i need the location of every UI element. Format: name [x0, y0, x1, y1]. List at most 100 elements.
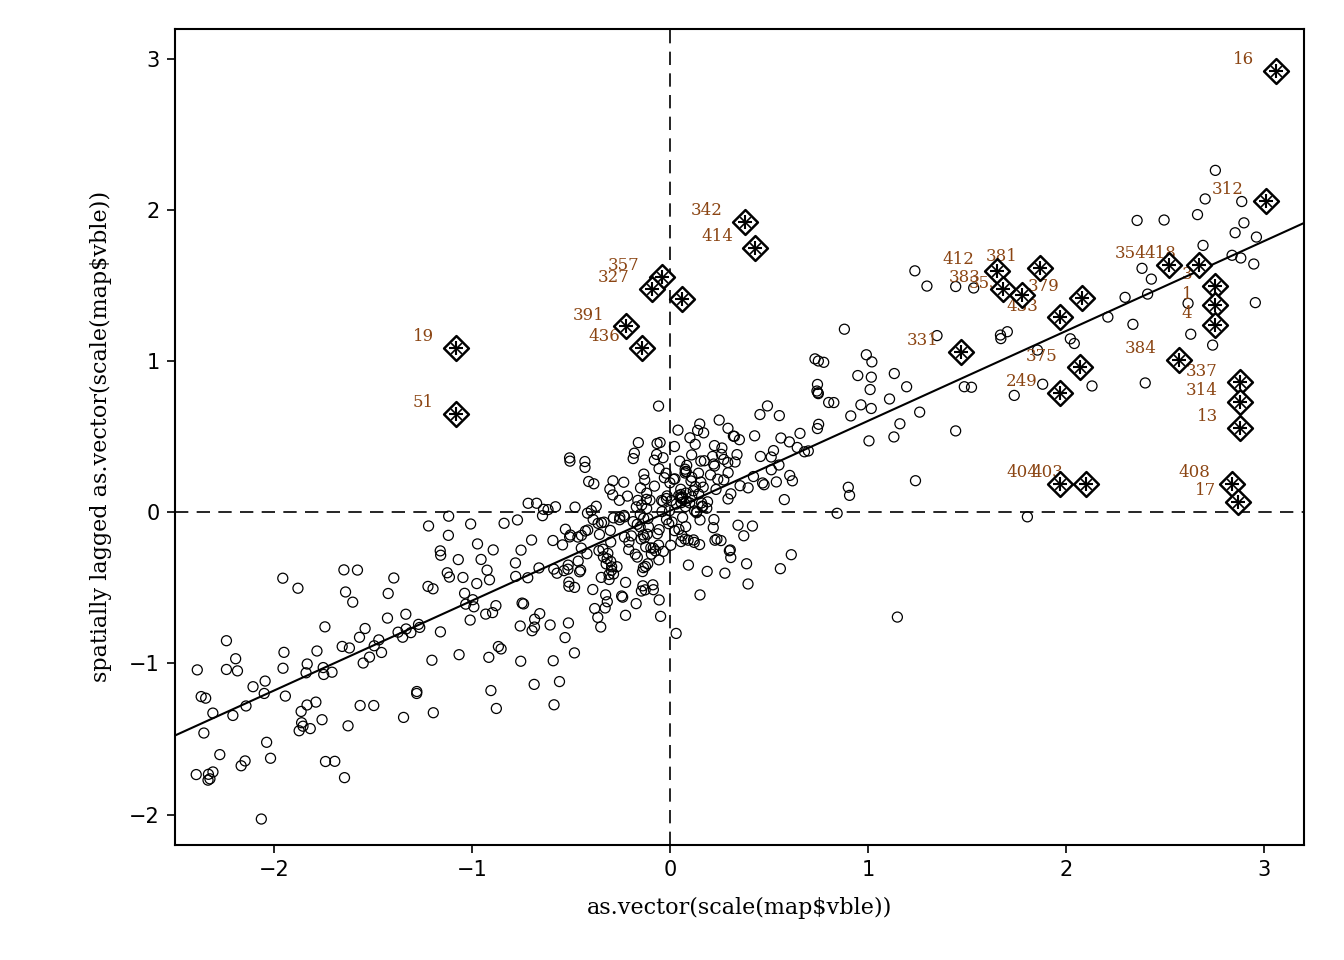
Point [199, 771, 220, 786]
Point [732, 528, 754, 543]
Point [591, 516, 613, 531]
Point [363, 638, 384, 654]
Point [564, 499, 586, 515]
Point [552, 538, 574, 553]
Point [528, 561, 550, 576]
Point [1255, 193, 1277, 208]
Point [616, 319, 637, 334]
Point [688, 466, 710, 481]
Point [575, 523, 597, 539]
Point [702, 448, 723, 464]
Point [917, 278, 938, 294]
Point [656, 466, 677, 481]
Text: 379: 379 [1028, 278, 1059, 295]
Point [1246, 229, 1267, 245]
Point [1230, 420, 1251, 436]
Point [597, 545, 618, 561]
Point [754, 477, 775, 492]
Point [684, 503, 706, 518]
Point [646, 526, 668, 541]
Point [859, 433, 880, 448]
Point [837, 480, 859, 495]
Point [629, 519, 650, 535]
Point [255, 734, 277, 750]
Point [1243, 256, 1265, 272]
Point [590, 619, 612, 635]
Point [637, 519, 659, 535]
Point [840, 408, 862, 423]
Point [630, 480, 652, 495]
Point [691, 495, 712, 511]
Point [703, 512, 724, 527]
Point [290, 715, 312, 731]
Point [1230, 420, 1251, 436]
Point [460, 612, 481, 628]
Point [438, 528, 460, 543]
Point [648, 398, 669, 414]
Point [714, 565, 735, 581]
Point [692, 479, 714, 494]
Point [622, 514, 644, 529]
Point [953, 379, 974, 395]
Point [1068, 360, 1090, 375]
Point [696, 494, 718, 510]
Point [1204, 318, 1226, 333]
Point [896, 379, 918, 395]
Point [613, 508, 634, 523]
Point [558, 562, 579, 577]
Point [305, 694, 327, 709]
Point [1188, 257, 1210, 273]
Point [652, 269, 673, 284]
Point [574, 454, 595, 469]
Point [1204, 318, 1226, 333]
Point [1050, 476, 1071, 492]
Point [961, 379, 982, 395]
Point [1265, 63, 1286, 79]
Text: 327: 327 [598, 269, 630, 286]
Point [1180, 326, 1202, 342]
Point [734, 214, 755, 229]
Point [1159, 257, 1180, 273]
Point [234, 754, 255, 769]
Point [833, 322, 855, 337]
Point [656, 491, 677, 506]
Point [558, 579, 579, 594]
Point [1082, 378, 1103, 394]
Point [595, 588, 617, 603]
Point [202, 706, 223, 721]
Point [827, 506, 848, 521]
Point [254, 673, 276, 688]
Point [689, 537, 711, 552]
Point [333, 770, 355, 785]
Point [517, 570, 539, 586]
Point [493, 516, 515, 531]
Point [677, 533, 699, 548]
Point [723, 428, 745, 444]
Point [613, 474, 634, 490]
Point [745, 240, 766, 255]
Point [599, 535, 621, 550]
Point [679, 495, 700, 511]
Point [474, 607, 496, 622]
Point [480, 683, 501, 698]
Point [339, 640, 360, 656]
Point [476, 563, 497, 578]
Point [656, 489, 677, 504]
Point [478, 650, 500, 665]
Point [1230, 395, 1251, 410]
Point [797, 444, 818, 459]
Point [618, 535, 640, 550]
Point [1188, 257, 1210, 273]
Point [704, 533, 726, 548]
Point [567, 554, 589, 569]
Point [624, 445, 645, 461]
Text: 357: 357 [607, 257, 640, 274]
Point [554, 630, 575, 645]
Point [271, 570, 293, 586]
Point [383, 570, 405, 586]
Point [1230, 420, 1251, 436]
Point [235, 698, 257, 713]
Y-axis label: spatially lagged as.vector(scale(map$vble)): spatially lagged as.vector(scale(map$vbl… [90, 191, 112, 683]
Point [1255, 193, 1277, 208]
Point [598, 566, 620, 582]
